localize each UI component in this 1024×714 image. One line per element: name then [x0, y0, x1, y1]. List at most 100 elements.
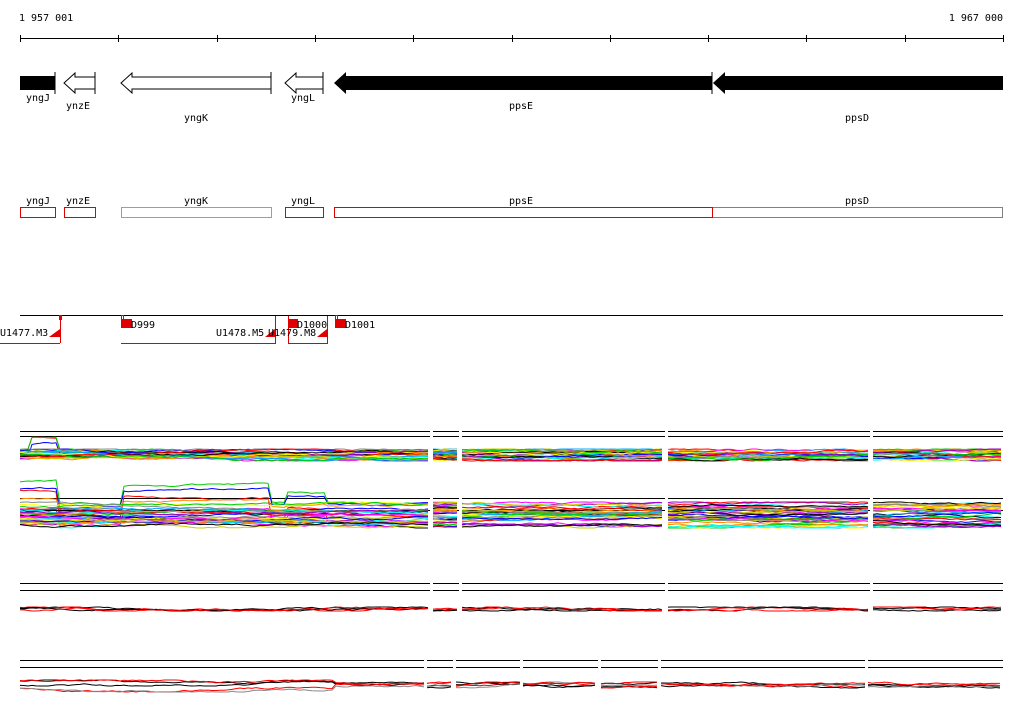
gene-yngK[interactable]: yngK: [120, 71, 272, 124]
svg-text:ynzE: ynzE: [66, 196, 90, 207]
feature-D999[interactable]: D999: [121, 315, 276, 344]
feature-U1479-M8[interactable]: U1479.M8: [268, 316, 328, 343]
gene-ynzE[interactable]: ynzE: [63, 71, 96, 112]
signal-line: [873, 503, 1002, 508]
signal-line: [432, 451, 458, 454]
signal-line: [872, 524, 1002, 528]
feature-D1001[interactable]: D1001: [335, 315, 375, 332]
signal-line: [455, 681, 521, 687]
gene-label: ppsD: [845, 113, 869, 124]
gene-ppsD[interactable]: ppsD: [713, 72, 1003, 124]
signal-line: [432, 452, 458, 456]
gene-box-yngL[interactable]: yngL: [285, 196, 324, 218]
signal-line: [461, 510, 663, 515]
signal-line: [872, 506, 1001, 512]
gene-ppsE[interactable]: ppsE: [334, 72, 713, 112]
signal-line: [19, 513, 429, 521]
feature-U1477-M3[interactable]: U1477.M3: [0, 315, 62, 344]
signal-line: [600, 685, 658, 689]
signal-line: [668, 454, 868, 462]
feature-track: U1477.M3 D999 U1478.M5 D1000 U1479.M8: [0, 315, 1003, 344]
signal-line: [872, 520, 1002, 526]
gene-box-yngJ[interactable]: yngJ: [20, 196, 56, 218]
gene-label: yngL: [291, 93, 315, 104]
signal-line: [522, 684, 596, 689]
signal-line: [432, 608, 457, 611]
signal-line: [660, 684, 866, 689]
signal-line: [19, 521, 429, 528]
svg-text:D1001: D1001: [345, 320, 375, 331]
signal-line: [432, 455, 458, 458]
signal-line: [19, 679, 425, 686]
signal-line: [522, 681, 596, 685]
signal-line: [872, 457, 1001, 462]
gene-yngJ[interactable]: yngJ: [20, 72, 56, 104]
signal-line: [872, 519, 1002, 525]
svg-text:ppsE: ppsE: [509, 196, 533, 207]
svg-text:U1477.M3: U1477.M3: [0, 328, 48, 339]
svg-text:yngJ: yngJ: [26, 196, 50, 207]
signal-line: [461, 456, 663, 461]
signal-line: [667, 501, 869, 506]
signal-line: [461, 448, 663, 451]
signal-line: [461, 451, 663, 457]
signal-line: [667, 608, 869, 612]
feature-D1000[interactable]: D1000: [288, 316, 328, 344]
signal-line: [660, 682, 865, 687]
svg-text:ppsD: ppsD: [845, 196, 869, 207]
signal-line: [461, 510, 663, 516]
signal-line: [432, 509, 458, 512]
signal-line: [461, 516, 663, 521]
signal-line: [432, 503, 458, 506]
signal-line: [427, 684, 452, 687]
signal-line: [461, 501, 663, 506]
signal-line: [667, 449, 869, 454]
signal-line: [433, 458, 458, 461]
signal-line: [872, 448, 1001, 453]
gene-yngL[interactable]: yngL: [284, 71, 324, 104]
svg-text:yngK: yngK: [184, 196, 208, 207]
signal-line: [461, 522, 663, 528]
svg-text:U1479.M8: U1479.M8: [268, 328, 316, 339]
signal-line: [873, 606, 1002, 611]
gene-box-ynzE[interactable]: ynzE: [64, 196, 96, 218]
signal-line: [462, 606, 663, 612]
signal-line: [872, 512, 1002, 519]
signal-line: [19, 455, 428, 462]
signal-line: [432, 514, 457, 517]
gene-box-ppsE[interactable]: ppsE: [334, 196, 713, 218]
signal-line: [432, 506, 458, 509]
signal-line: [461, 523, 663, 528]
signal-line: [433, 501, 458, 504]
signal-line: [432, 505, 458, 509]
signal-line: [426, 686, 452, 689]
signal-line: [432, 523, 458, 526]
signal-line: [19, 509, 429, 516]
gene-box-yngK[interactable]: yngK: [121, 196, 272, 218]
signal-line: [667, 524, 869, 529]
ruler-end-label: 1 967 000: [948, 13, 1003, 24]
signal-line: [19, 451, 428, 462]
gene-box-track: yngJ ynzE yngK yngL ppsE ppsD: [20, 196, 1003, 218]
signal-line: [667, 449, 869, 456]
signal-line: [432, 525, 458, 528]
signal-line: [872, 609, 1002, 612]
signal-line: [19, 518, 429, 524]
signal-line: [600, 684, 658, 687]
signal-line: [432, 518, 458, 522]
signal-line: [867, 681, 1001, 687]
signal-line: [667, 506, 868, 510]
signal-line: [867, 684, 1001, 689]
signal-line: [667, 503, 869, 509]
signal-line: [432, 521, 458, 524]
signal-line: [19, 679, 425, 687]
feature-U1478-M5[interactable]: U1478.M5: [216, 316, 276, 343]
signal-line: [19, 501, 429, 514]
signal-line: [667, 508, 869, 513]
signal-line: [872, 452, 1002, 456]
signal-line: [19, 684, 425, 693]
signal-line: [873, 517, 1002, 521]
gene-box-ppsD[interactable]: ppsD: [712, 196, 1003, 218]
signal-line: [461, 513, 663, 520]
